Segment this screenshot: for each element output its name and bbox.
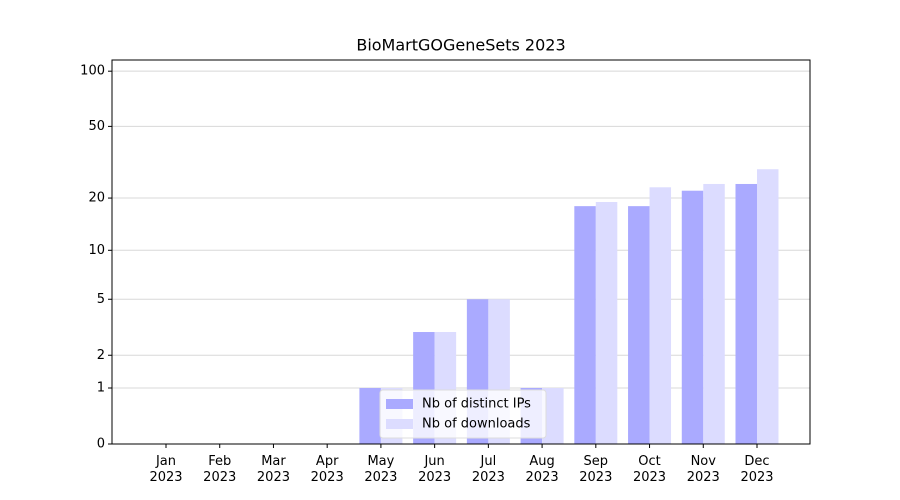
x-tick-label-line: 2023 xyxy=(311,470,344,485)
legend-swatch xyxy=(386,419,413,429)
y-tick-label: 10 xyxy=(88,243,105,258)
chart-title: BioMartGOGeneSets 2023 xyxy=(356,36,565,55)
x-tick-label-line: Nov xyxy=(691,454,717,469)
x-tick-label: Jul 2023 xyxy=(472,454,505,485)
x-tick-label-line: Mar xyxy=(261,454,286,469)
x-tick-label-line: 2023 xyxy=(418,470,451,485)
x-tick-label: May 2023 xyxy=(364,454,397,485)
legend-label: Nb of downloads xyxy=(422,417,531,432)
legend-swatch xyxy=(386,399,413,409)
x-tick-label-line: 2023 xyxy=(740,470,773,485)
x-tick-label-line: Feb xyxy=(208,454,231,469)
y-tick-label: 50 xyxy=(88,119,105,134)
y-tick-label: 0 xyxy=(97,437,105,452)
x-tick-label: Feb 2023 xyxy=(203,454,236,485)
x-tick-label-line: 2023 xyxy=(579,470,612,485)
bar xyxy=(703,183,725,444)
x-tick-label: Nov 2023 xyxy=(687,454,720,485)
x-tick-label: Mar 2023 xyxy=(257,454,290,485)
y-tick-label: 2 xyxy=(97,348,105,363)
x-tick-label: Apr 2023 xyxy=(311,454,344,485)
y-tick-label: 5 xyxy=(97,292,105,307)
bar xyxy=(649,187,672,444)
x-tick-label-line: Dec xyxy=(744,454,769,469)
x-tick-label-line: 2023 xyxy=(149,470,182,485)
x-tick-label-line: 2023 xyxy=(364,470,397,485)
plot-frame xyxy=(111,59,811,445)
x-tick-label-line: Jun xyxy=(423,454,444,469)
x-tick-label: Dec 2023 xyxy=(740,454,773,485)
y-tick-label: 1 xyxy=(97,381,105,396)
legend-label: Nb of distinct IPs xyxy=(422,397,531,412)
x-tick-label-line: Jul xyxy=(480,454,497,469)
x-tick-label-line: Jan xyxy=(155,454,176,469)
bar xyxy=(735,183,757,444)
bar xyxy=(542,388,564,444)
x-tick-label-line: Oct xyxy=(638,454,660,469)
x-tick-label: Sep 2023 xyxy=(579,454,612,485)
x-tick-label-line: 2023 xyxy=(203,470,236,485)
bar xyxy=(574,206,596,444)
x-tick-label-line: 2023 xyxy=(526,470,559,485)
x-tick-label-line: Apr xyxy=(316,454,339,469)
bar xyxy=(595,202,618,444)
bar xyxy=(628,206,650,444)
x-tick-label-line: 2023 xyxy=(472,470,505,485)
x-tick-label: Jun 2023 xyxy=(418,454,451,485)
x-tick-label-line: May xyxy=(367,454,394,469)
y-tick-label: 100 xyxy=(80,64,105,79)
x-tick-label-line: Aug xyxy=(529,454,554,469)
x-tick-label-line: 2023 xyxy=(687,470,720,485)
bar xyxy=(681,190,704,444)
bar xyxy=(359,388,381,444)
legend-box xyxy=(379,389,547,439)
bar xyxy=(757,169,779,444)
x-tick-label: Jan 2023 xyxy=(149,454,182,485)
x-tick-label-line: Sep xyxy=(584,454,609,469)
y-tick-label: 20 xyxy=(88,191,105,206)
x-tick-label-line: 2023 xyxy=(257,470,290,485)
x-tick-label: Aug 2023 xyxy=(526,454,559,485)
x-tick-label-line: 2023 xyxy=(633,470,666,485)
x-tick-label: Oct 2023 xyxy=(633,454,666,485)
